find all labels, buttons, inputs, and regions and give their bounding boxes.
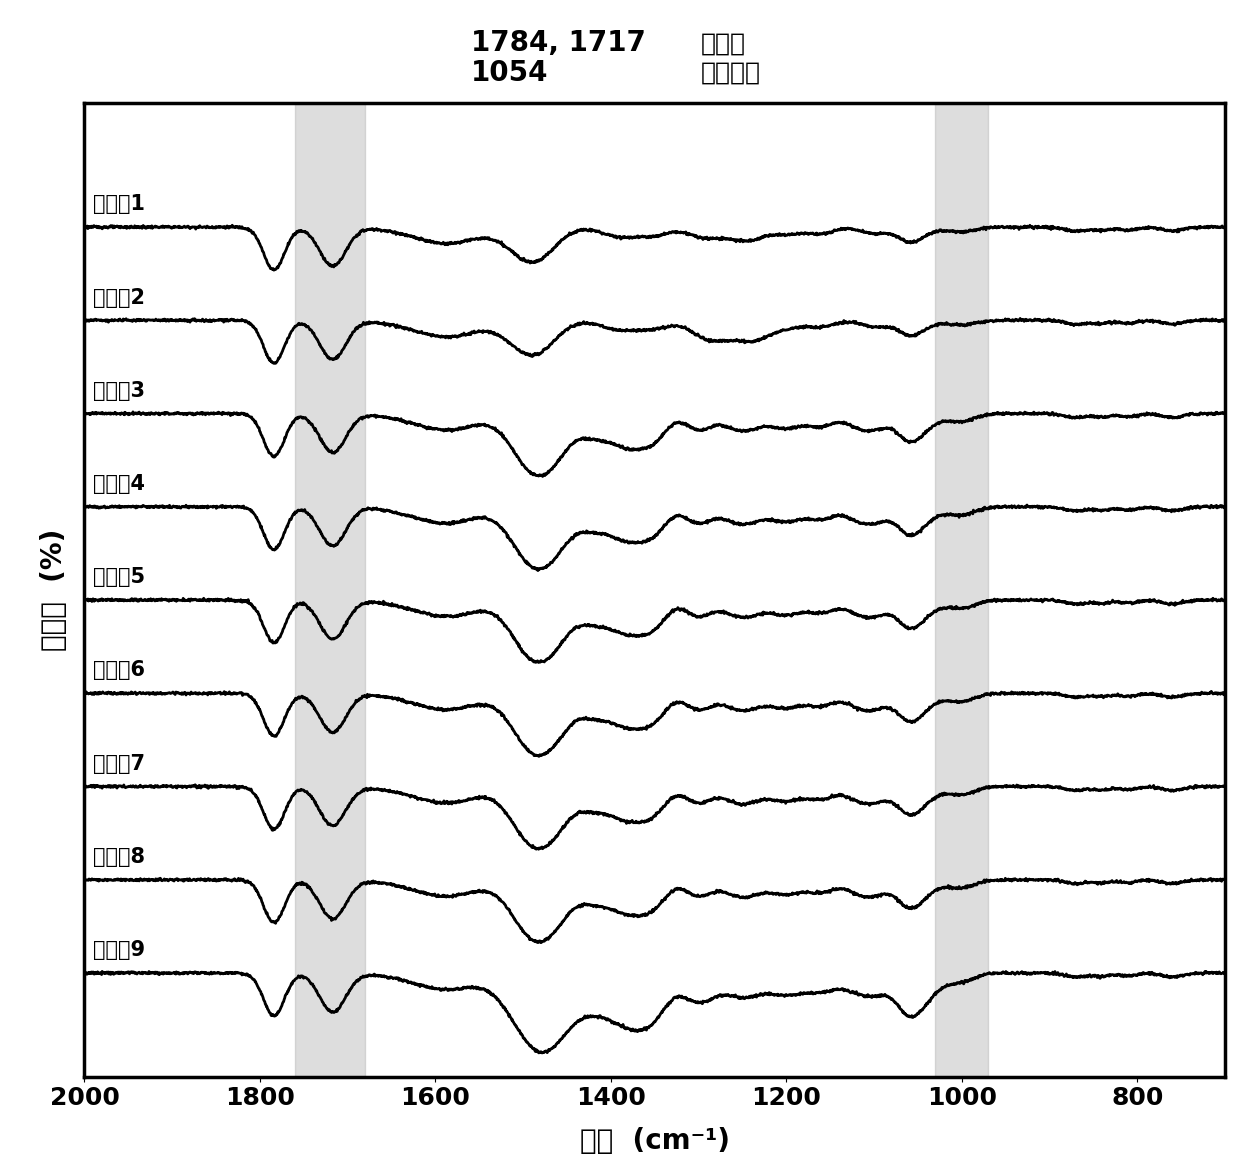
Bar: [295, 103, 366, 1076]
Text: 实施例4: 实施例4: [93, 474, 145, 494]
Y-axis label: 溷透性  (%): 溷透性 (%): [40, 529, 68, 651]
Text: 实施例3: 实施例3: [93, 380, 145, 401]
X-axis label: 波数  (cm⁻¹): 波数 (cm⁻¹): [580, 1127, 729, 1155]
Text: 遰亚胺: 遰亚胺: [701, 32, 745, 55]
Text: 实施例2: 实施例2: [93, 288, 145, 308]
Text: 苯并恶唠: 苯并恶唠: [701, 61, 760, 84]
Text: 实施例1: 实施例1: [93, 194, 145, 214]
Bar: [935, 103, 988, 1076]
Text: 实施例7: 实施例7: [93, 753, 145, 773]
Text: 1054: 1054: [471, 58, 549, 87]
Text: 实施例5: 实施例5: [93, 567, 145, 587]
Text: 实施例6: 实施例6: [93, 661, 145, 681]
Text: 1784, 1717: 1784, 1717: [471, 29, 646, 57]
Text: 实施例8: 实施例8: [93, 847, 145, 867]
Text: 实施例9: 实施例9: [93, 941, 145, 961]
